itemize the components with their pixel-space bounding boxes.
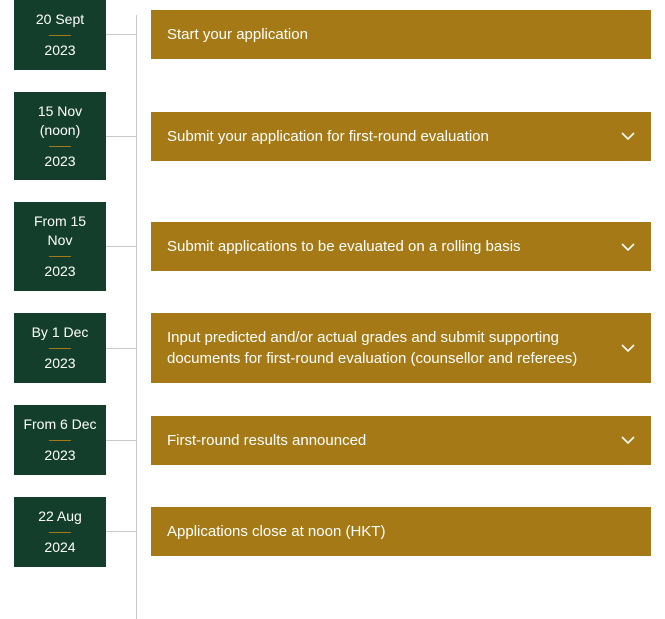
date-box: From 15 Nov 2023 xyxy=(14,202,106,291)
date-box: 15 Nov (noon) 2023 xyxy=(14,92,106,181)
date-year: 2023 xyxy=(44,41,75,60)
date-label: 20 Sept xyxy=(36,10,84,29)
date-label: 22 Aug xyxy=(38,507,82,526)
date-label: From 15 Nov xyxy=(20,212,100,250)
event-text: First-round results announced xyxy=(167,430,376,451)
connector-line xyxy=(106,246,136,247)
timeline: 20 Sept 2023 Start your application 15 Nov … xyxy=(0,0,665,619)
timeline-row: From 6 Dec 2023 First-round results announ… xyxy=(0,405,665,475)
date-label: 15 Nov (noon) xyxy=(20,102,100,140)
connector-line xyxy=(106,531,136,532)
date-year: 2023 xyxy=(44,152,75,171)
date-label: By 1 Dec xyxy=(32,323,89,342)
event-text: Applications close at noon (HKT) xyxy=(167,521,395,542)
event-bar[interactable]: Submit applications to be evaluated on a… xyxy=(151,222,651,271)
date-divider xyxy=(49,256,71,257)
chevron-down-icon[interactable] xyxy=(621,344,635,352)
timeline-row: 15 Nov (noon) 2023 Submit your application… xyxy=(0,92,665,181)
event-bar[interactable]: First-round results announced xyxy=(151,416,651,465)
chevron-down-icon[interactable] xyxy=(621,436,635,444)
connector-line xyxy=(106,440,136,441)
event-bar[interactable]: Submit your application for first-round … xyxy=(151,112,651,161)
date-divider xyxy=(49,532,71,533)
date-box: From 6 Dec 2023 xyxy=(14,405,106,475)
date-year: 2023 xyxy=(44,446,75,465)
timeline-row: 20 Sept 2023 Start your application xyxy=(0,0,665,70)
date-year: 2023 xyxy=(44,354,75,373)
event-text: Input predicted and/or actual grades and… xyxy=(167,327,621,369)
event-text: Submit your application for first-round … xyxy=(167,126,499,147)
date-divider xyxy=(49,440,71,441)
connector-line xyxy=(106,348,136,349)
date-divider xyxy=(49,35,71,36)
date-divider xyxy=(49,348,71,349)
date-year: 2023 xyxy=(44,262,75,281)
event-text: Submit applications to be evaluated on a… xyxy=(167,236,531,257)
date-box: 22 Aug2024 xyxy=(14,497,106,567)
connector-line xyxy=(106,136,136,137)
date-label: From 6 Dec xyxy=(23,415,96,434)
event-text: Start your application xyxy=(167,24,318,45)
timeline-row: By 1 Dec 2023 Input predicted and/or actua… xyxy=(0,313,665,383)
connector-line xyxy=(106,34,136,35)
event-bar: Applications close at noon (HKT) xyxy=(151,507,651,556)
chevron-down-icon[interactable] xyxy=(621,132,635,140)
date-divider xyxy=(49,146,71,147)
timeline-row: 22 Aug2024 Applications close at noon (HK… xyxy=(0,497,665,567)
date-box: By 1 Dec 2023 xyxy=(14,313,106,383)
date-box: 20 Sept 2023 xyxy=(14,0,106,70)
timeline-row: From 15 Nov 2023 Submit applications to be… xyxy=(0,202,665,291)
event-bar: Start your application xyxy=(151,10,651,59)
chevron-down-icon[interactable] xyxy=(621,243,635,251)
event-bar[interactable]: Input predicted and/or actual grades and… xyxy=(151,313,651,383)
